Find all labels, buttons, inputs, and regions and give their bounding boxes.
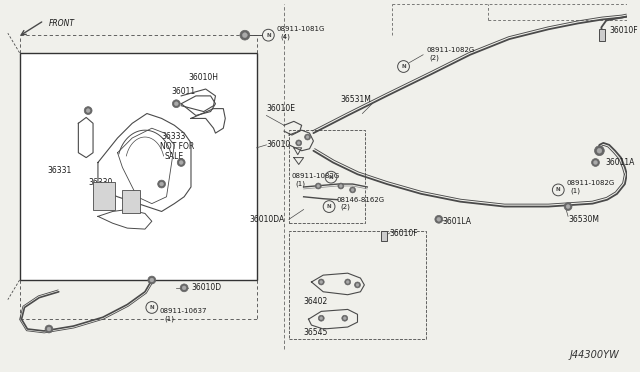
Circle shape: [296, 140, 301, 146]
Text: 36011A: 36011A: [605, 158, 635, 167]
Text: 08911-1081G: 08911-1081G: [276, 26, 324, 32]
Text: 08911-1082G: 08911-1082G: [566, 180, 614, 186]
Text: 08911-1082G: 08911-1082G: [292, 173, 340, 179]
Bar: [93, 182, 115, 209]
Circle shape: [318, 279, 324, 285]
Circle shape: [179, 161, 183, 164]
Circle shape: [182, 286, 186, 290]
Text: NOT FOR: NOT FOR: [159, 142, 194, 151]
Circle shape: [346, 280, 349, 283]
Circle shape: [180, 284, 188, 292]
Text: 36010F: 36010F: [609, 26, 638, 35]
Circle shape: [318, 315, 324, 321]
Circle shape: [177, 158, 185, 166]
Circle shape: [356, 283, 359, 286]
Circle shape: [595, 146, 604, 155]
Text: 36402: 36402: [303, 297, 328, 306]
Circle shape: [351, 189, 354, 191]
Circle shape: [349, 187, 356, 193]
Circle shape: [435, 215, 443, 223]
Bar: [600, 29, 605, 41]
Bar: [122, 190, 140, 214]
Circle shape: [345, 279, 351, 285]
Circle shape: [306, 135, 309, 138]
Text: 3601LA: 3601LA: [443, 217, 472, 226]
Text: N: N: [327, 204, 332, 209]
Bar: [20, 53, 257, 280]
Text: 36010E: 36010E: [266, 104, 296, 113]
Circle shape: [150, 278, 154, 282]
Circle shape: [240, 30, 250, 40]
Circle shape: [148, 276, 156, 284]
Text: 36010D: 36010D: [191, 283, 221, 292]
Text: 36330: 36330: [88, 177, 113, 187]
Text: SALE: SALE: [164, 151, 184, 161]
Circle shape: [305, 134, 310, 140]
Text: (1): (1): [570, 187, 580, 194]
Circle shape: [566, 205, 570, 209]
Text: 36331: 36331: [47, 166, 71, 175]
Text: 36010DA: 36010DA: [250, 215, 285, 224]
Circle shape: [597, 148, 602, 153]
Circle shape: [593, 161, 598, 164]
Text: N: N: [266, 33, 271, 38]
Text: N: N: [150, 305, 154, 310]
Circle shape: [86, 109, 90, 113]
Circle shape: [174, 102, 179, 106]
Text: (1): (1): [296, 181, 306, 187]
Circle shape: [320, 317, 323, 320]
Text: 36531M: 36531M: [341, 95, 372, 104]
Text: 36530M: 36530M: [568, 215, 599, 224]
Circle shape: [45, 325, 53, 333]
Circle shape: [297, 141, 300, 144]
Circle shape: [437, 217, 441, 221]
Text: 36333: 36333: [162, 132, 186, 141]
Circle shape: [320, 280, 323, 283]
Text: 08911-10637: 08911-10637: [159, 308, 207, 314]
Text: 36010F: 36010F: [390, 228, 419, 237]
Text: N: N: [401, 64, 406, 69]
Text: N: N: [556, 187, 561, 192]
Circle shape: [84, 107, 92, 115]
Bar: [289, 130, 365, 223]
Text: (1): (1): [164, 316, 175, 323]
Text: FRONT: FRONT: [49, 19, 75, 28]
Circle shape: [317, 185, 320, 187]
Text: (2): (2): [341, 204, 351, 211]
Text: 36010H: 36010H: [188, 73, 218, 82]
Circle shape: [47, 327, 51, 331]
Circle shape: [591, 158, 600, 166]
Circle shape: [338, 183, 344, 189]
Text: (2): (2): [429, 54, 439, 61]
Circle shape: [172, 100, 180, 108]
Circle shape: [342, 315, 348, 321]
Text: 08146-8162G: 08146-8162G: [337, 197, 385, 203]
Circle shape: [355, 282, 360, 288]
Circle shape: [343, 317, 346, 320]
Text: J44300YW: J44300YW: [569, 350, 619, 360]
Circle shape: [564, 203, 572, 211]
Text: (4): (4): [280, 33, 290, 40]
Bar: [381, 231, 387, 241]
Bar: [289, 231, 426, 339]
Circle shape: [157, 180, 166, 188]
Text: N: N: [329, 175, 333, 180]
Circle shape: [243, 33, 247, 38]
Text: 36010: 36010: [266, 140, 291, 150]
Circle shape: [339, 185, 342, 187]
Text: 36011: 36011: [172, 87, 196, 96]
Circle shape: [316, 183, 321, 189]
Circle shape: [159, 182, 164, 186]
Text: 08911-1082G: 08911-1082G: [426, 47, 474, 53]
Text: 36545: 36545: [303, 328, 328, 337]
